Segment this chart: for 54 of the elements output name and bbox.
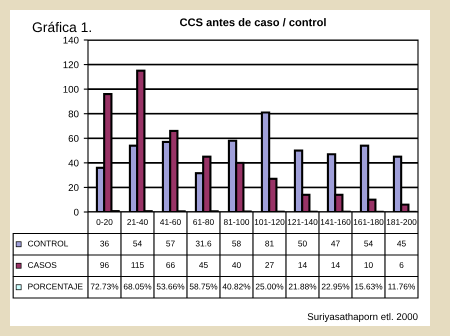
y-tick-label: 40 [68,160,79,166]
data-label: 10 [364,262,373,268]
data-label: 25.00% [256,284,284,290]
x-tick-label: 21-40 [127,219,148,225]
data-label: 66 [166,262,175,268]
data-label: 11.76% [388,284,416,290]
data-label: 40 [232,262,241,268]
x-tick-label: 41-60 [160,219,181,225]
legend-label: CASOS [28,262,56,268]
y-tick-label: 100 [63,86,79,93]
chart-title: CCS antes de caso / control [180,18,326,26]
data-label: 15.63% [355,284,382,290]
x-tick-label: 161-180 [354,219,384,225]
y-tick-label: 80 [68,110,79,118]
data-label: 36 [100,240,109,246]
data-label: 47 [331,240,340,246]
data-label: 58.75% [190,284,218,290]
y-tick-label: 140 [63,36,79,44]
data-label: 54 [133,240,142,246]
data-label: 6 [400,262,404,268]
data-label: 72.73% [90,284,118,290]
x-tick-label: 181-200 [386,219,416,225]
x-tick-label: 101-120 [254,219,284,225]
y-tick-label: 60 [68,135,79,142]
data-label: 68.05% [124,284,152,290]
x-tick-label: 141-160 [320,219,350,225]
text: Suriyasathaporn etl. 2000 [308,312,418,322]
data-label: 21.88% [288,284,316,290]
data-label: 50 [298,240,307,246]
y-tick-label: 120 [63,61,79,68]
data-label: 14 [332,262,340,268]
data-label: 115 [131,262,144,268]
data-label: 96 [100,262,109,268]
data-label: 31.6 [196,240,212,246]
x-tick-label: 61-80 [193,219,214,225]
x-tick-label: 81-100 [224,219,250,225]
data-label: 14 [298,262,307,268]
data-label: 22.95% [322,284,350,290]
data-label: 27 [265,262,274,268]
data-label: 57 [166,240,175,246]
data-label: 58 [232,240,241,246]
y-tick-label: 20 [68,184,79,192]
data-label: 45 [397,240,406,246]
data-label: 81 [265,240,274,246]
y-tick-label: 0 [74,208,79,216]
data-label: 45 [199,262,208,268]
data-label: 53.66% [156,284,184,290]
legend-label: CONTROL [28,240,68,246]
data-label: 54 [364,240,373,246]
x-tick-label: 121-140 [288,219,318,225]
x-tick-label: 0-20 [96,219,113,225]
text: Gráfica 1. [32,22,91,32]
legend-label: PORCENTAJE [28,284,83,290]
data-label: 40.82% [222,284,250,290]
